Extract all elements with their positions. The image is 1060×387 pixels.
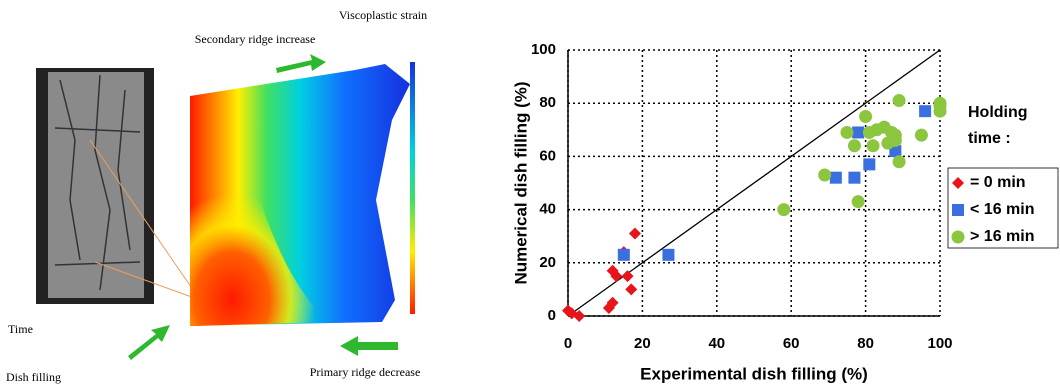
x-tick-label: 60 bbox=[783, 335, 800, 352]
data-point bbox=[914, 128, 928, 142]
identity-line bbox=[567, 49, 941, 317]
data-point bbox=[889, 145, 902, 158]
legend-label: = 0 min bbox=[970, 174, 1026, 191]
x-tick-label: 0 bbox=[564, 335, 572, 352]
data-point bbox=[952, 177, 964, 189]
legend-title: Holding time : bbox=[968, 104, 1028, 147]
data-point bbox=[777, 203, 791, 217]
x-tick-label: 100 bbox=[927, 335, 952, 352]
y-axis-label: Numerical dish filling (%) bbox=[511, 81, 530, 284]
data-point bbox=[829, 171, 842, 184]
arrow bbox=[128, 325, 170, 360]
y-tick-label: 0 bbox=[548, 307, 556, 324]
x-tick-label: 80 bbox=[857, 335, 874, 352]
colorbar bbox=[410, 62, 415, 314]
fe-hotspot bbox=[190, 149, 330, 326]
annotation: Primary ridge decrease bbox=[310, 365, 421, 379]
data-point bbox=[606, 296, 619, 309]
y-tick-label: 80 bbox=[539, 94, 556, 111]
data-point bbox=[617, 248, 630, 261]
y-tick-label: 100 bbox=[531, 41, 556, 58]
data-point bbox=[847, 139, 861, 153]
data-point bbox=[851, 195, 865, 209]
x-tick-label: 20 bbox=[634, 335, 651, 352]
data-point bbox=[610, 270, 623, 283]
colorbar-title: Viscoplastic strain bbox=[339, 8, 427, 22]
annotation: Dish filling bbox=[6, 370, 61, 384]
data-point bbox=[848, 171, 861, 184]
data-point bbox=[818, 168, 832, 182]
data-point bbox=[863, 158, 876, 171]
data-point bbox=[625, 283, 638, 296]
data-point bbox=[866, 139, 880, 153]
y-tick-label: 40 bbox=[539, 201, 556, 218]
legend-label: < 16 min bbox=[970, 201, 1034, 218]
arrow bbox=[276, 54, 326, 73]
data-point bbox=[892, 94, 906, 108]
data-point bbox=[662, 248, 675, 261]
x-tick-label: 40 bbox=[708, 335, 725, 352]
data-point bbox=[859, 110, 873, 123]
data-point bbox=[888, 133, 902, 147]
data-point bbox=[573, 310, 586, 322]
data-point bbox=[933, 99, 947, 113]
pointer-lines bbox=[89, 139, 201, 301]
data-point bbox=[840, 125, 854, 139]
annotation: Time bbox=[8, 322, 33, 336]
data-point bbox=[852, 126, 865, 139]
arrow bbox=[340, 336, 398, 356]
data-point bbox=[621, 270, 634, 283]
data-point bbox=[952, 204, 964, 216]
legend-label: > 16 min bbox=[970, 228, 1034, 245]
photo-cracks bbox=[54, 74, 141, 291]
photo bbox=[48, 72, 144, 298]
y-tick-label: 20 bbox=[539, 254, 556, 271]
data-point bbox=[628, 227, 641, 240]
x-axis-label: Experimental dish filling (%) bbox=[640, 364, 868, 383]
y-tick-label: 60 bbox=[539, 147, 556, 164]
legend-box bbox=[947, 167, 1059, 249]
data-point bbox=[951, 230, 965, 244]
annotation: Secondary ridge increase bbox=[195, 32, 316, 46]
data-point bbox=[919, 105, 932, 118]
data-point bbox=[892, 155, 906, 169]
